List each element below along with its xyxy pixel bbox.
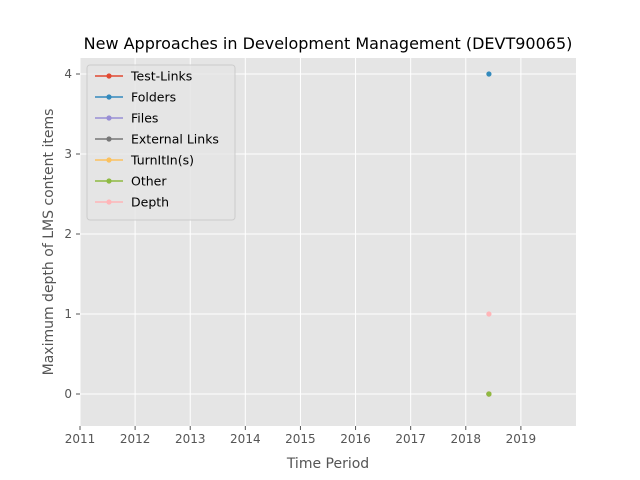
y-axis-label: Maximum depth of LMS content items xyxy=(41,109,57,376)
x-tick-label: 2012 xyxy=(120,432,151,446)
legend-swatch-marker-test-links xyxy=(106,73,112,79)
y-tick-label: 1 xyxy=(64,307,72,321)
y-tick-label: 4 xyxy=(64,67,72,81)
legend-label-other: Other xyxy=(131,174,167,189)
legend-swatch-marker-external-links xyxy=(106,136,112,142)
x-tick-label: 2019 xyxy=(506,432,537,446)
x-tick-label: 2013 xyxy=(175,432,206,446)
y-tick-label: 2 xyxy=(64,227,72,241)
legend-label-depth: Depth xyxy=(131,195,169,210)
legend-swatch-marker-turnitin-s xyxy=(106,157,112,163)
data-point-other xyxy=(486,391,492,397)
legend-swatch-marker-other xyxy=(106,178,112,184)
legend-label-test-links: Test-Links xyxy=(130,69,192,84)
legend-swatch-marker-files xyxy=(106,115,112,121)
x-tick-label: 2016 xyxy=(340,432,371,446)
x-tick-label: 2015 xyxy=(285,432,316,446)
x-tick-label: 2017 xyxy=(395,432,426,446)
legend-swatch-marker-folders xyxy=(106,94,112,100)
x-tick-label: 2018 xyxy=(451,432,482,446)
legend-label-external-links: External Links xyxy=(131,132,219,147)
legend-label-folders: Folders xyxy=(131,90,176,105)
data-marks xyxy=(486,71,492,397)
y-tick-label: 3 xyxy=(64,147,72,161)
legend-box xyxy=(86,64,236,221)
x-tick-label: 2011 xyxy=(65,432,96,446)
legend-swatch-marker-depth xyxy=(106,199,112,205)
x-tick-label: 2014 xyxy=(230,432,261,446)
data-point-folders xyxy=(486,71,492,77)
legend-label-turnitin-s: TurnItIn(s) xyxy=(130,153,194,168)
data-point-depth xyxy=(486,311,492,317)
chart-title: New Approaches in Development Management… xyxy=(84,34,573,53)
x-axis: 2011 2012 2013 2014 2015 2016 2017 2018 2019 xyxy=(65,426,536,446)
legend-label-files: Files xyxy=(131,111,158,126)
y-axis: 0 1 2 3 4 xyxy=(64,67,80,401)
x-axis-label: Time Period xyxy=(286,456,369,472)
legend: Test-Links Folders Files External Links Turn… xyxy=(86,64,236,221)
y-tick-label: 0 xyxy=(64,387,72,401)
